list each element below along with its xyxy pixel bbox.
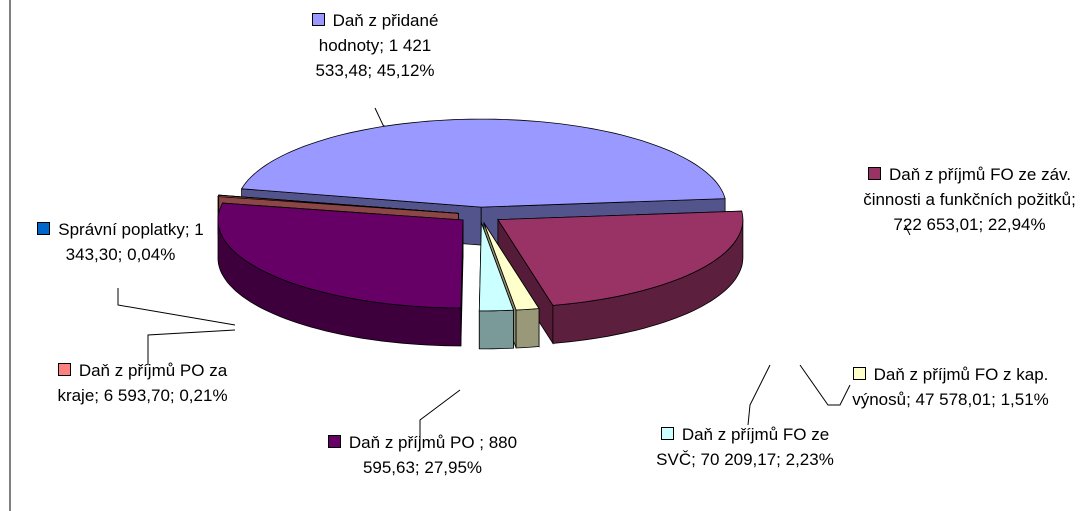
slice-wall	[478, 309, 514, 350]
label-text: Daň z příjmů PO ; 880 595,63; 27,95%	[348, 433, 518, 477]
data-label: Daň z příjmů PO za kraje; 6 593,70; 0,21…	[35, 358, 250, 408]
slice-top	[497, 210, 744, 306]
slice-top	[240, 118, 726, 208]
label-text: Daň z příjmů FO z kap. výnosů; 47 578,01…	[852, 365, 1049, 409]
data-label: Správní poplatky; 1 343,30; 0,04%	[8, 217, 233, 267]
label-text: Daň z příjmů FO ze SVČ; 70 209,17; 2,23%	[656, 425, 834, 469]
slice-top	[478, 222, 515, 312]
legend-swatch	[37, 222, 51, 235]
legend-swatch	[852, 367, 866, 380]
leader-lines	[117, 107, 911, 440]
legend-swatch	[57, 363, 71, 376]
data-label: Daň z příjmů FO ze záv. činnosti a funkč…	[862, 162, 1077, 237]
legend-swatch	[660, 427, 674, 440]
slice-wall	[515, 308, 540, 349]
data-label: Daň z příjmů PO ; 880 595,63; 27,95%	[315, 430, 530, 480]
slice	[478, 222, 515, 350]
data-label: Daň z přidané hodnoty; 1 421 533,48; 45,…	[290, 8, 460, 83]
slice	[217, 202, 464, 347]
legend-swatch	[867, 167, 881, 180]
legend-swatch	[327, 435, 341, 448]
legend-swatch	[311, 13, 325, 26]
label-text: Daň z přidané hodnoty; 1 421 533,48; 45,…	[315, 11, 439, 80]
slice-top	[217, 194, 459, 214]
slice-top	[483, 222, 540, 311]
label-text: Správní poplatky; 1 343,30; 0,04%	[58, 220, 204, 264]
data-label: Daň z příjmů FO z kap. výnosů; 47 578,01…	[848, 362, 1053, 412]
slice-top	[217, 202, 464, 309]
data-label: Daň z příjmů FO ze SVČ; 70 209,17; 2,23%	[640, 422, 850, 472]
label-text: Daň z příjmů FO ze záv. činnosti a funkč…	[863, 165, 1076, 234]
slice	[497, 210, 744, 345]
label-text: Daň z příjmů PO za kraje; 6 593,70; 0,21…	[57, 361, 228, 405]
